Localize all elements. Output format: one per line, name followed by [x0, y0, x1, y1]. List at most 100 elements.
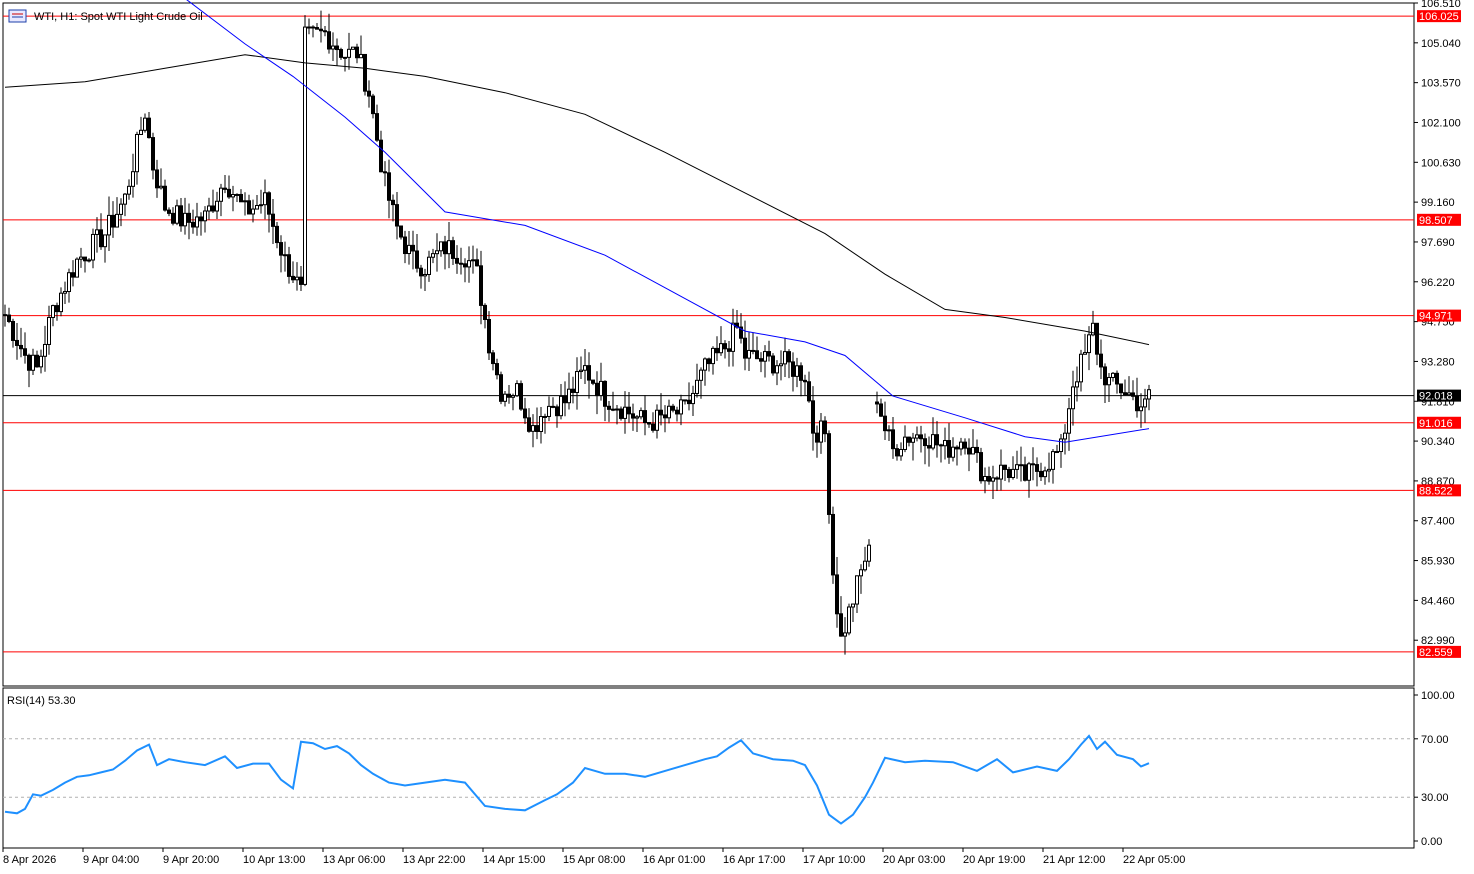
candle	[579, 356, 583, 380]
candle-body	[311, 26, 315, 29]
candle-body	[951, 446, 955, 458]
candle-body	[711, 347, 715, 365]
candle-body	[15, 339, 19, 346]
candle	[787, 349, 791, 379]
candle	[759, 352, 763, 373]
candle-body	[611, 408, 615, 411]
candle	[843, 617, 847, 655]
candle	[1031, 447, 1035, 481]
candle	[799, 362, 803, 397]
candle	[139, 116, 143, 135]
rsi-line	[4, 734, 1150, 825]
candle	[259, 189, 263, 214]
candles	[3, 10, 1151, 655]
candle	[651, 412, 655, 433]
candle-body	[43, 343, 47, 357]
candle-body	[1043, 470, 1047, 478]
candle	[1099, 339, 1103, 379]
candle	[219, 183, 223, 217]
candle	[167, 207, 171, 217]
candle-body	[467, 260, 471, 268]
candle-body	[187, 212, 191, 223]
candle-body	[623, 406, 627, 419]
candle-body	[59, 292, 63, 313]
candle	[335, 38, 339, 66]
time-tick-label: 16 Apr 17:00	[723, 854, 785, 866]
candle	[847, 603, 851, 636]
candle-body	[555, 406, 559, 417]
candle	[531, 414, 535, 448]
candle-body	[551, 405, 555, 408]
candle-body	[1023, 464, 1027, 481]
candle-body	[287, 254, 291, 277]
candle-body	[199, 216, 203, 222]
horizontal-levels	[3, 15, 1414, 653]
candle-body	[759, 358, 763, 362]
candle	[979, 447, 983, 484]
time-tick-label: 9 Apr 04:00	[83, 854, 139, 866]
candle	[599, 362, 603, 401]
price-tick-label: 97.690	[1421, 237, 1455, 249]
candle-body	[123, 193, 127, 205]
candle-body	[487, 318, 491, 354]
candle-body	[267, 192, 271, 215]
candle	[519, 380, 523, 411]
candle	[955, 445, 959, 466]
candle	[623, 391, 627, 434]
candle	[123, 192, 127, 217]
candle-body	[291, 275, 295, 281]
candle	[567, 372, 571, 410]
candle-body	[643, 410, 647, 424]
candle	[247, 194, 251, 215]
candle	[355, 43, 359, 64]
candle-body	[183, 212, 187, 227]
candle-body	[807, 381, 811, 402]
candle	[375, 104, 379, 142]
candle-body	[503, 393, 507, 402]
candle	[1143, 388, 1147, 423]
candle	[559, 383, 563, 420]
candle-body	[767, 351, 771, 357]
candle-body	[319, 28, 323, 32]
level-badge-2	[1417, 309, 1461, 322]
candle-body	[1139, 406, 1143, 412]
candle	[435, 233, 439, 272]
rsi-tick-label: 70.00	[1421, 734, 1449, 746]
candle	[551, 397, 555, 409]
candle	[875, 391, 879, 414]
candle	[975, 439, 979, 463]
rsi-panel: 100.00 70.00 30.00 0.00 RSI(14) 53.30	[2, 687, 1455, 849]
window-menu-icon[interactable]	[8, 9, 27, 23]
candle	[1103, 363, 1107, 404]
candle	[467, 246, 471, 283]
candle	[199, 212, 203, 236]
candle-body	[247, 200, 251, 215]
candle	[603, 380, 607, 422]
candle	[607, 400, 611, 422]
candle	[215, 191, 219, 219]
candle	[135, 131, 139, 185]
candle-body	[563, 395, 567, 404]
time-tick-label: 8 Apr 2026	[3, 854, 56, 866]
rsi-tick-label: 0.00	[1421, 836, 1442, 848]
candle-body	[763, 351, 767, 362]
price-tick-label: 105.040	[1421, 38, 1461, 50]
candle	[211, 189, 215, 214]
candle	[819, 413, 823, 454]
candle	[711, 346, 715, 375]
candle-body	[791, 361, 795, 377]
candle	[1131, 380, 1135, 401]
candle	[535, 407, 539, 440]
candle	[1107, 373, 1111, 402]
candle	[243, 192, 247, 216]
candle-body	[327, 31, 331, 50]
candle-body	[307, 26, 311, 29]
candle	[423, 268, 427, 291]
candle-body	[19, 344, 23, 350]
candle-body	[239, 193, 243, 203]
candle	[867, 539, 871, 567]
candle	[351, 46, 355, 50]
candle-body	[1027, 463, 1031, 481]
candle-body	[703, 358, 707, 371]
candle	[859, 564, 863, 594]
